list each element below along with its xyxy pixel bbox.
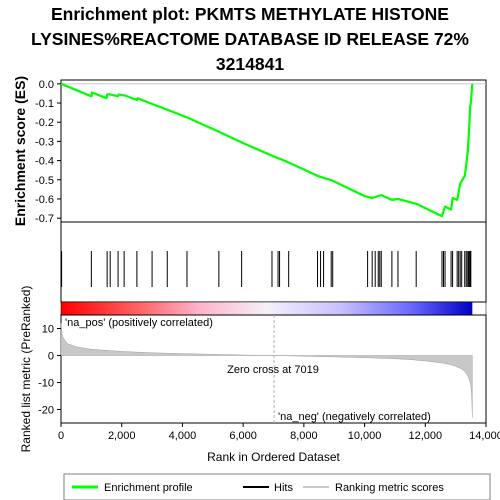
metric-ytick-label: -10 xyxy=(38,378,54,390)
metric-ytick-label: -20 xyxy=(38,405,54,417)
es-ytick-label: 0.0 xyxy=(39,79,54,91)
es-ytick-label: -0.4 xyxy=(35,156,54,168)
es-ytick-label: -0.2 xyxy=(35,117,54,129)
xtick-label: 10,000 xyxy=(348,430,382,442)
title-line-1: Enrichment plot: PKMTS METHYLATE HISTONE xyxy=(51,4,449,24)
es-ytick-label: -0.5 xyxy=(35,175,54,187)
legend-label: Hits xyxy=(274,482,293,494)
es-ytick-label: -0.7 xyxy=(35,213,54,225)
xtick-label: 12,000 xyxy=(408,430,442,442)
hits-panel xyxy=(60,221,487,316)
es-ytick-label: -0.6 xyxy=(35,194,54,206)
legend-label: Ranking metric scores xyxy=(335,482,444,494)
legend-label: Enrichment profile xyxy=(104,482,193,494)
pos-label: 'na_pos' (positively correlated) xyxy=(65,317,213,329)
xtick-label: 4,000 xyxy=(169,430,197,442)
es-ytick-label: -0.3 xyxy=(35,136,54,148)
es-ytick-label: -0.1 xyxy=(35,98,54,110)
xtick-label: 8,000 xyxy=(290,430,318,442)
ranking-metric-area xyxy=(60,323,473,418)
metric-panel: 10 0 -10 -20 'na_pos' (positively correlated… xyxy=(38,314,487,424)
legend: Enrichment profile Hits Ranking metric sco… xyxy=(63,473,491,500)
title-line-2: LYSINES%REACTOME DATABASE ID RELEASE 72% xyxy=(31,29,469,49)
rank-color-bar xyxy=(61,302,473,315)
neg-label: 'na_neg' (negatively correlated) xyxy=(278,411,431,423)
es-plot-frame xyxy=(60,79,487,223)
hits-frame xyxy=(60,221,487,303)
chart-title: Enrichment plot: PKMTS METHYLATE HISTONE… xyxy=(0,2,500,77)
x-axis-label: Rank in Ordered Dataset xyxy=(207,450,340,464)
es-y-axis-label: Enrichment score (ES) xyxy=(12,76,28,226)
title-line-3: 3214841 xyxy=(215,54,285,74)
axes-text: 0 2,000 4,000 6,000 8,000 10,000 12,000 14,000 R… xyxy=(12,76,500,464)
xtick-label: 6,000 xyxy=(229,430,257,442)
metric-ytick-label: 0 xyxy=(48,351,54,363)
zero-cross-label: Zero cross at 7019 xyxy=(227,364,319,376)
xtick-label: 0 xyxy=(58,430,64,442)
metric-frame xyxy=(60,314,487,424)
es-panel: 0.0 -0.1 -0.2 -0.3 -0.4 -0.5 -0.6 -0.7 xyxy=(35,79,487,225)
xtick-label: 2,000 xyxy=(108,430,136,442)
metric-ytick-label: 10 xyxy=(42,324,54,336)
metric-y-axis-label: Ranked list metric (PreRanked) xyxy=(19,286,33,453)
xtick-label: 14,000 xyxy=(469,430,500,442)
enrichment-profile-line xyxy=(60,82,474,218)
legend-box xyxy=(63,473,491,500)
